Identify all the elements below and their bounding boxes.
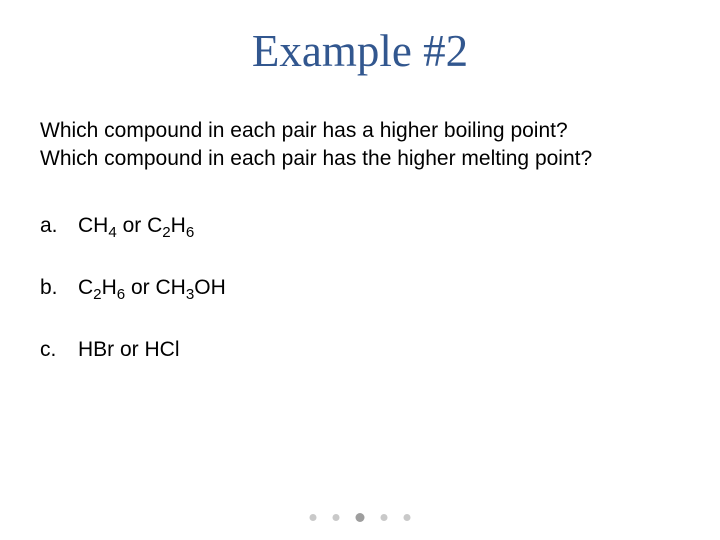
pager-dot[interactable] xyxy=(381,514,388,521)
question-block: Which compound in each pair has a higher… xyxy=(40,117,680,174)
option-text: CH4 or C2H6 xyxy=(78,214,680,238)
slide-title: Example #2 xyxy=(40,25,680,77)
question-line-2: Which compound in each pair has the high… xyxy=(40,145,680,173)
option-c: c. HBr or HCl xyxy=(40,338,680,362)
slide-container: Example #2 Which compound in each pair h… xyxy=(0,0,720,540)
option-b: b. C2H6 or CH3OH xyxy=(40,276,680,300)
option-label: c. xyxy=(40,338,78,362)
pager-dot[interactable] xyxy=(404,514,411,521)
pager-dot[interactable] xyxy=(333,514,340,521)
option-label: a. xyxy=(40,214,78,238)
slide-pager xyxy=(310,513,411,522)
option-text: HBr or HCl xyxy=(78,338,680,362)
question-line-1: Which compound in each pair has a higher… xyxy=(40,117,680,145)
pager-dot-active[interactable] xyxy=(356,513,365,522)
option-text: C2H6 or CH3OH xyxy=(78,276,680,300)
options-list: a. CH4 or C2H6 b. C2H6 or CH3OH c. HBr o… xyxy=(40,214,680,362)
pager-dot[interactable] xyxy=(310,514,317,521)
option-label: b. xyxy=(40,276,78,300)
option-a: a. CH4 or C2H6 xyxy=(40,214,680,238)
